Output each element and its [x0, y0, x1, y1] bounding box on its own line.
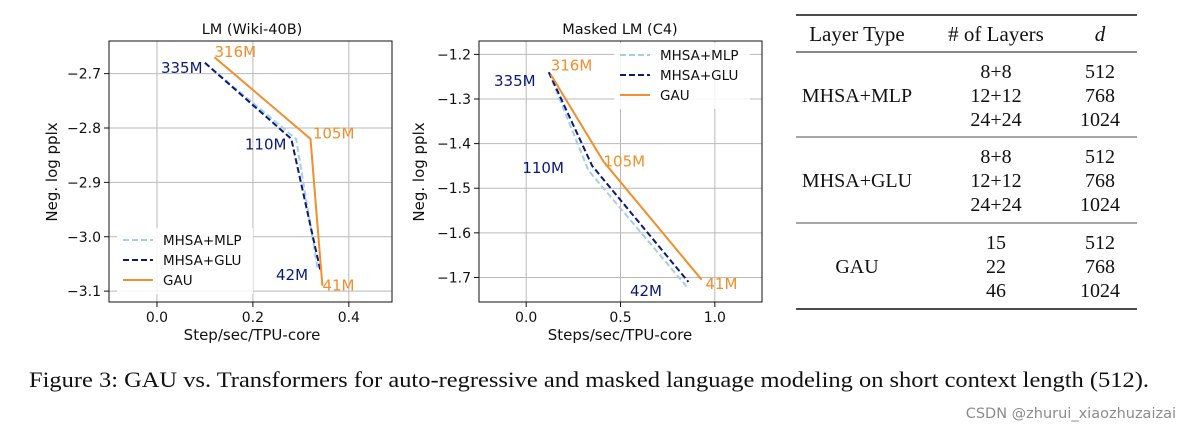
x-tick-label: 0.0 — [146, 310, 168, 326]
watermark: CSDN @zhurui_xiaozhuzaizai — [966, 406, 1176, 422]
legend: MHSA+MLP MHSA+GLU GAU — [117, 228, 253, 294]
point-annotation: 42M — [276, 266, 308, 284]
y-tick-label: −3.0 — [67, 230, 101, 246]
series-line-mhsa-mlp — [547, 71, 688, 288]
layer-config-table: Layer Type # of Layers d MHSA+MLP 8+8 51… — [796, 14, 1137, 310]
table-cell-layers: 15 — [986, 232, 1006, 254]
chart-title: Masked LM (C4) — [562, 22, 677, 38]
x-tick-label: 0.5 — [609, 310, 631, 326]
point-annotation: 41M — [322, 277, 354, 295]
x-tick-label: 0.0 — [515, 310, 537, 326]
point-annotation: 42M — [630, 282, 662, 300]
table-cell-d: 1024 — [1080, 280, 1120, 302]
x-tick-label: 1.0 — [704, 310, 726, 326]
y-tick-label: −3.1 — [67, 284, 101, 300]
point-annotation: 316M — [551, 57, 593, 75]
series-line-gau — [213, 56, 324, 286]
y-tick-label: −1.4 — [437, 137, 471, 153]
table-group-label: MHSA+MLP — [802, 85, 912, 107]
point-annotation: 335M — [161, 59, 203, 77]
y-tick-label: −1.3 — [437, 92, 471, 108]
point-annotation: 335M — [494, 72, 536, 90]
point-annotation: 110M — [245, 135, 287, 153]
table-cell-layers: 12+12 — [970, 170, 1021, 192]
point-annotation: 105M — [604, 152, 646, 170]
table-cell-layers: 22 — [986, 256, 1006, 278]
y-tick-label: −2.9 — [67, 175, 101, 191]
y-tick-label: −1.5 — [437, 181, 471, 197]
legend-label: GAU — [163, 273, 193, 289]
series-line-mhsa-glu — [204, 62, 322, 270]
legend-box — [614, 43, 750, 109]
chart-lm-wiki40b: LM (Wiki-40B) Step/sec/TPU-core Neg. log… — [43, 22, 393, 344]
table-cell-layers: 8+8 — [980, 61, 1011, 83]
table-cell-layers: 12+12 — [970, 85, 1021, 107]
table-cell-d: 768 — [1085, 256, 1115, 278]
x-axis-label: Steps/sec/TPU-core — [548, 326, 692, 344]
point-annotation: 110M — [522, 159, 564, 177]
table-cell-d: 768 — [1085, 170, 1115, 192]
y-axis-label: Neg. log pplx — [43, 122, 61, 221]
table-cell-d: 1024 — [1080, 109, 1120, 131]
table-cell-d: 512 — [1085, 232, 1115, 254]
legend-box — [117, 228, 253, 294]
table-cell-layers: 46 — [986, 280, 1006, 302]
table-cell-d: 512 — [1085, 146, 1115, 168]
plot-frame — [478, 40, 763, 303]
table-cell-d: 1024 — [1080, 194, 1120, 216]
x-tick-label: 0.2 — [242, 310, 264, 326]
figure-caption: Figure 3: GAU vs. Transformers for auto-… — [29, 367, 1149, 392]
legend-label: MHSA+GLU — [163, 253, 241, 269]
series-line-mhsa-glu — [547, 71, 690, 283]
chart-masked-lm-c4: Masked LM (C4) Steps/sec/TPU-core Neg. l… — [410, 22, 763, 344]
table-header-d: d — [1095, 22, 1106, 46]
table-cell-d: 512 — [1085, 61, 1115, 83]
chart-title: LM (Wiki-40B) — [202, 22, 303, 38]
table-cell-layers: 24+24 — [970, 194, 1021, 216]
legend-label: MHSA+MLP — [163, 233, 241, 249]
table-cell-layers: 24+24 — [970, 109, 1021, 131]
y-tick-label: −1.2 — [437, 47, 471, 63]
x-axis-label: Step/sec/TPU-core — [184, 326, 321, 344]
series-line-mhsa-mlp — [204, 62, 319, 270]
table-header-layer-type: Layer Type — [809, 22, 905, 46]
plot-frame — [108, 40, 393, 303]
y-tick-label: −1.7 — [437, 270, 471, 286]
table-cell-d: 768 — [1085, 85, 1115, 107]
y-tick-label: −2.8 — [67, 121, 101, 137]
table-group-label: MHSA+GLU — [802, 170, 913, 192]
legend-label: MHSA+MLP — [660, 48, 738, 64]
table-cell-layers: 8+8 — [980, 146, 1011, 168]
table-group-label: GAU — [835, 256, 879, 278]
series-line-gau — [549, 73, 703, 281]
legend-label: MHSA+GLU — [660, 68, 738, 84]
point-annotation: 316M — [215, 43, 257, 61]
legend: MHSA+MLP MHSA+GLU GAU — [614, 43, 750, 109]
y-axis-label: Neg. log pplx — [410, 122, 428, 221]
point-annotation: 41M — [705, 275, 737, 293]
table-header-num-layers: # of Layers — [948, 22, 1044, 46]
y-tick-label: −1.6 — [437, 226, 471, 242]
x-tick-label: 0.4 — [338, 310, 360, 326]
point-annotation: 105M — [313, 124, 355, 142]
legend-label: GAU — [660, 88, 690, 104]
y-tick-label: −2.7 — [67, 67, 101, 83]
